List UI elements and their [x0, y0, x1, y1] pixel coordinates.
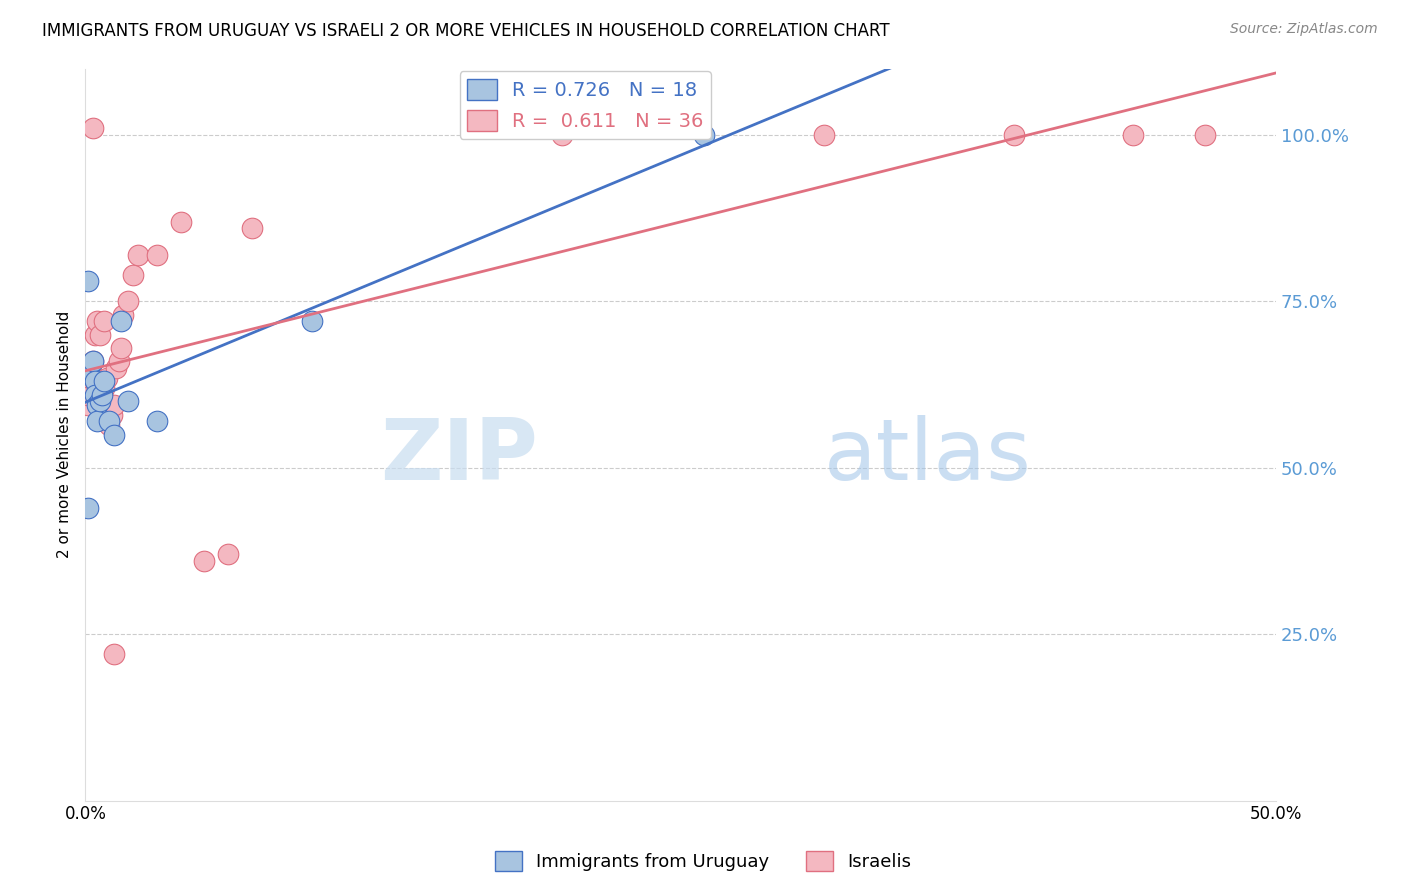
Text: ZIP: ZIP: [380, 415, 538, 498]
Point: [117, 394, 139, 409]
Point: [96, 371, 118, 385]
Point: [83, 374, 105, 388]
Point: [76, 500, 98, 515]
Text: IMMIGRANTS FROM URUGUAY VS ISRAELI 2 OR MORE VEHICLES IN HOUSEHOLD CORRELATION C: IMMIGRANTS FROM URUGUAY VS ISRAELI 2 OR …: [42, 22, 890, 40]
Point: [103, 398, 125, 412]
Point: [112, 308, 135, 322]
Text: atlas: atlas: [824, 415, 1032, 498]
Point: [82, 121, 104, 136]
Point: [169, 214, 191, 228]
Point: [217, 547, 239, 561]
Point: [107, 354, 129, 368]
Point: [1002, 128, 1025, 142]
Point: [1122, 128, 1144, 142]
Point: [86, 414, 108, 428]
Point: [301, 314, 323, 328]
Point: [98, 408, 121, 422]
Point: [83, 327, 105, 342]
Point: [82, 368, 104, 382]
Point: [110, 341, 132, 355]
Point: [127, 248, 149, 262]
Point: [83, 374, 105, 388]
Point: [79, 371, 101, 385]
Point: [93, 314, 115, 328]
Y-axis label: 2 or more Vehicles in Household: 2 or more Vehicles in Household: [58, 311, 72, 558]
Text: Source: ZipAtlas.com: Source: ZipAtlas.com: [1230, 22, 1378, 37]
Point: [117, 294, 139, 309]
Point: [79, 368, 101, 382]
Point: [105, 361, 128, 376]
Point: [98, 414, 121, 428]
Point: [146, 248, 169, 262]
Point: [122, 268, 145, 282]
Point: [110, 314, 132, 328]
Point: [91, 384, 114, 399]
Point: [79, 381, 101, 395]
Point: [86, 398, 108, 412]
Point: [86, 314, 108, 328]
Point: [89, 374, 111, 388]
Legend: Immigrants from Uruguay, Israelis: Immigrants from Uruguay, Israelis: [488, 844, 918, 879]
Point: [93, 381, 115, 395]
Point: [550, 128, 572, 142]
Point: [91, 387, 114, 401]
Point: [86, 384, 108, 399]
Legend: R = 0.726   N = 18, R =  0.611   N = 36: R = 0.726 N = 18, R = 0.611 N = 36: [460, 71, 711, 138]
Point: [98, 417, 121, 432]
Point: [93, 374, 115, 388]
Point: [103, 647, 125, 661]
Point: [100, 408, 122, 422]
Point: [83, 387, 105, 401]
Point: [240, 221, 263, 235]
Point: [89, 394, 111, 409]
Point: [693, 128, 716, 142]
Point: [76, 275, 98, 289]
Point: [813, 128, 835, 142]
Point: [103, 427, 125, 442]
Point: [82, 354, 104, 368]
Point: [146, 414, 169, 428]
Point: [89, 327, 111, 342]
Point: [76, 387, 98, 401]
Point: [82, 354, 104, 368]
Point: [193, 554, 215, 568]
Point: [1194, 128, 1216, 142]
Point: [76, 398, 98, 412]
